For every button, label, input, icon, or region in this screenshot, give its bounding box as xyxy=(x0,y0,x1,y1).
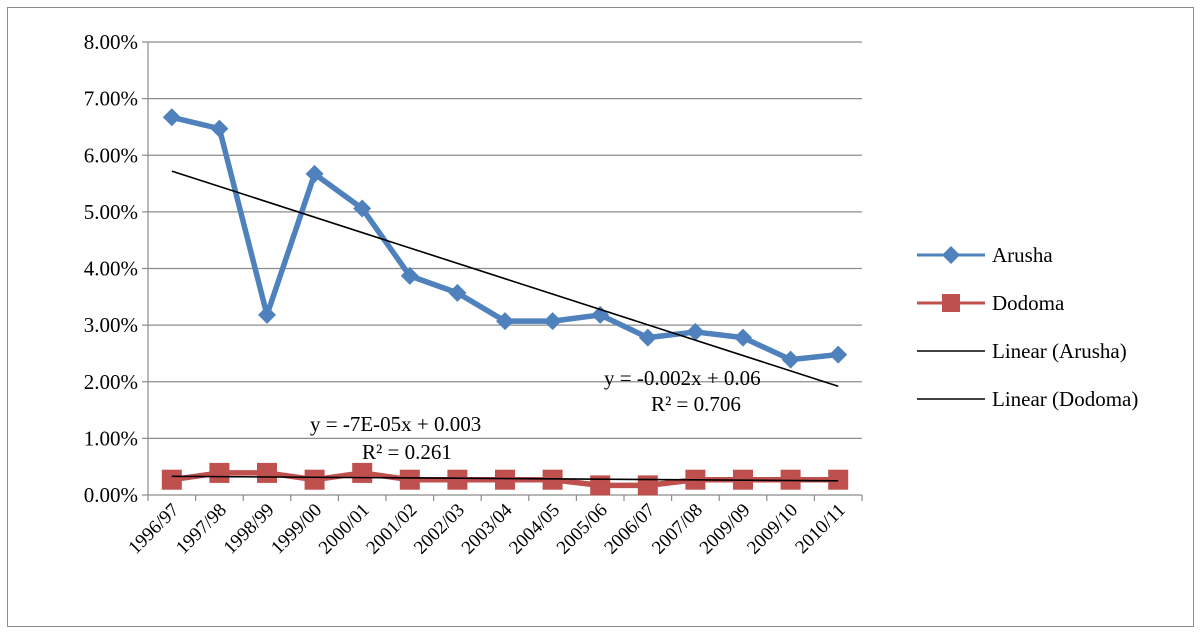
y-tick-label: 3.00% xyxy=(84,313,138,337)
legend-item-linear-arusha: Linear (Arusha) xyxy=(917,339,1127,363)
data-point-dodoma xyxy=(447,469,468,490)
x-tick-label: 2006/07 xyxy=(600,500,659,559)
x-tick-label: 1996/97 xyxy=(124,500,183,559)
trendline-labels: y = -0.002x + 0.06 R² = 0.706 y = -7E-05… xyxy=(310,366,761,464)
legend-item-dodoma: Dodoma xyxy=(917,291,1065,315)
y-tick-label: 4.00% xyxy=(84,257,138,281)
y-axis-ticks: 0.00% 1.00% 2.00% 3.00% 4.00% 5.00% 6.00% 7.00%… xyxy=(84,30,148,507)
trendline-equation-arusha: y = -0.002x + 0.06 xyxy=(604,366,761,390)
legend-item-linear-dodoma: Linear (Dodoma) xyxy=(917,387,1138,411)
x-tick-label: 2002/03 xyxy=(410,500,469,559)
data-point-arusha xyxy=(305,164,324,183)
x-tick-label: 2003/04 xyxy=(458,499,517,558)
trendline-arusha xyxy=(171,170,839,388)
data-point-dodoma xyxy=(257,462,277,483)
y-tick-label: 7.00% xyxy=(84,87,138,111)
legend-label-linear-arusha: Linear (Arusha) xyxy=(992,339,1127,363)
series-group xyxy=(161,108,849,496)
data-point-arusha xyxy=(734,328,752,347)
legend-marker-dodoma xyxy=(942,294,960,312)
x-tick-label: 2009/10 xyxy=(743,500,802,559)
data-point-arusha xyxy=(829,345,848,364)
data-point-arusha xyxy=(496,312,514,331)
data-point-dodoma xyxy=(399,469,420,490)
data-point-dodoma xyxy=(304,469,325,490)
x-tick-label: 2009/09 xyxy=(696,500,755,559)
x-tick-label: 1998/99 xyxy=(220,500,279,559)
x-tick-label: 2004/05 xyxy=(505,500,564,559)
data-point-dodoma xyxy=(590,475,611,496)
x-tick-label: 2010/11 xyxy=(791,500,849,558)
data-point-dodoma xyxy=(495,469,515,490)
trendline-dodoma xyxy=(171,475,839,482)
data-point-dodoma xyxy=(209,462,230,483)
trendline-r2-arusha: R² = 0.706 xyxy=(651,392,741,416)
data-point-arusha xyxy=(448,283,467,302)
legend: Arusha Dodoma Linear (Arusha) Linear (Do… xyxy=(917,243,1138,411)
gridlines xyxy=(148,41,862,439)
legend-label-linear-dodoma: Linear (Dodoma) xyxy=(992,387,1138,411)
data-point-dodoma xyxy=(780,469,801,490)
x-tick-label: 1997/98 xyxy=(172,500,231,559)
trendlines xyxy=(171,170,839,482)
y-tick-label: 6.00% xyxy=(84,143,138,167)
data-point-arusha xyxy=(638,328,657,347)
data-point-arusha xyxy=(400,266,419,285)
x-tick-label: 2005/06 xyxy=(553,500,612,559)
data-point-arusha xyxy=(162,108,181,127)
data-point-dodoma xyxy=(161,469,182,490)
x-tick-label: 2000/01 xyxy=(315,500,374,559)
data-point-arusha xyxy=(210,119,229,138)
data-point-arusha xyxy=(686,322,705,341)
x-tick-label: 1999/00 xyxy=(267,500,326,559)
data-point-dodoma xyxy=(542,469,563,490)
y-tick-label: 1.00% xyxy=(84,426,138,450)
legend-label-dodoma: Dodoma xyxy=(992,291,1065,315)
y-tick-label: 2.00% xyxy=(84,370,138,394)
legend-label-arusha: Arusha xyxy=(992,243,1053,267)
legend-item-arusha: Arusha xyxy=(917,243,1053,267)
data-point-arusha xyxy=(781,350,800,369)
y-tick-label: 0.00% xyxy=(84,483,138,507)
data-point-arusha xyxy=(543,312,562,331)
data-point-arusha xyxy=(258,305,276,324)
y-tick-label: 8.00% xyxy=(84,30,138,54)
x-tick-label: 2007/08 xyxy=(648,500,707,559)
data-point-dodoma xyxy=(352,462,373,483)
y-tick-label: 5.00% xyxy=(84,200,138,224)
trendline-r2-dodoma: R² = 0.261 xyxy=(362,440,452,464)
data-point-arusha xyxy=(353,199,372,218)
data-point-dodoma xyxy=(637,475,658,496)
x-axis-ticks: 1996/971997/981998/991999/002000/012001/… xyxy=(124,495,863,559)
data-point-dodoma xyxy=(828,469,849,490)
trendline-equation-dodoma: y = -7E-05x + 0.003 xyxy=(310,412,481,436)
x-tick-label: 2001/02 xyxy=(362,500,421,559)
legend-marker-arusha xyxy=(942,246,960,264)
